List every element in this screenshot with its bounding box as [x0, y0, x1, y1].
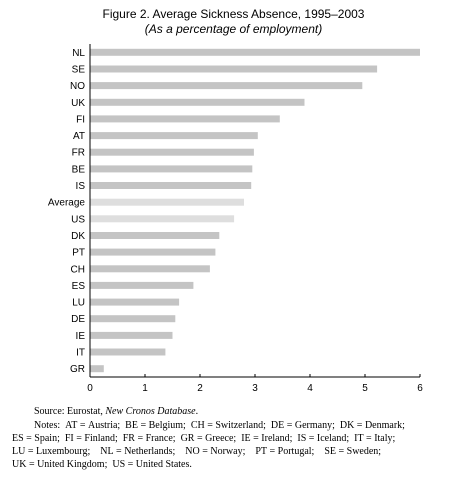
bar-uk	[90, 98, 305, 106]
bar-se	[90, 65, 378, 73]
x-tick-label: 0	[87, 383, 93, 394]
bar-it	[90, 348, 166, 356]
bar-chart: NL SE NO UK FI AT FR BE IS Average US DK PT CH ES LU DE I…	[48, 44, 423, 394]
category-label-average: Average	[48, 198, 86, 209]
bar-is	[90, 182, 252, 189]
category-label-ch: CH	[71, 264, 85, 275]
bar-us	[90, 215, 235, 223]
notes-line-2: ES = Spain; FI = Finland; FR = France; G…	[12, 433, 396, 444]
x-tick-label: 6	[417, 383, 423, 394]
notes-line-4: UK = United Kingdom; US = United States.	[12, 459, 192, 470]
category-label-at: AT	[73, 131, 85, 142]
source-database: New Cronos Database	[105, 406, 196, 417]
bar-es	[90, 281, 194, 289]
category-label-es: ES	[72, 281, 86, 292]
x-tick-label: 4	[307, 383, 313, 394]
bar-ie	[90, 331, 173, 339]
bar-be	[90, 165, 253, 173]
notes-line-1: Notes: AT = Austria; BE = Belgium; CH = …	[34, 420, 405, 431]
bar-ch	[90, 265, 210, 273]
x-tick-label: 3	[252, 383, 258, 394]
category-label-pt: PT	[72, 248, 85, 259]
chart-subtitle: (As a percentage of employment)	[144, 22, 323, 36]
category-label-us: US	[71, 214, 85, 225]
category-label-de: DE	[71, 314, 85, 325]
category-label-se: SE	[72, 65, 86, 76]
category-label-lu: LU	[72, 298, 85, 309]
chart-title: Figure 2. Average Sickness Absence, 1995…	[102, 7, 365, 21]
bar-pt	[90, 248, 216, 256]
bar-no	[90, 82, 363, 90]
bar-de	[90, 315, 176, 323]
bar-average	[90, 198, 244, 206]
category-label-no: NO	[70, 81, 85, 92]
bar-nl	[90, 48, 420, 56]
source-label: Source: Eurostat,	[34, 406, 106, 417]
category-label-fr: FR	[72, 148, 85, 159]
bar-dk	[90, 232, 220, 239]
x-tick-label: 1	[142, 383, 148, 394]
category-label-nl: NL	[72, 48, 85, 59]
category-label-is: IS	[76, 181, 86, 192]
x-tick-label: 5	[362, 383, 368, 394]
category-label-fi: FI	[76, 114, 85, 125]
category-label-be: BE	[72, 164, 86, 175]
category-label-gr: GR	[70, 364, 85, 375]
category-label-ie: IE	[76, 331, 86, 342]
source-note: Source: Eurostat, New Cronos Database.	[34, 406, 198, 417]
bar-at	[90, 132, 258, 140]
category-label-dk: DK	[71, 231, 85, 242]
bar-fr	[90, 148, 254, 156]
notes-line-3: LU = Luxembourg; NL = Netherlands; NO = …	[12, 446, 382, 457]
bar-gr	[90, 365, 104, 373]
category-label-uk: UK	[71, 98, 85, 109]
x-tick-label: 2	[197, 383, 203, 394]
bar-lu	[90, 298, 180, 306]
bar-fi	[90, 115, 280, 123]
source-end: .	[195, 406, 199, 417]
category-label-it: IT	[76, 348, 85, 359]
